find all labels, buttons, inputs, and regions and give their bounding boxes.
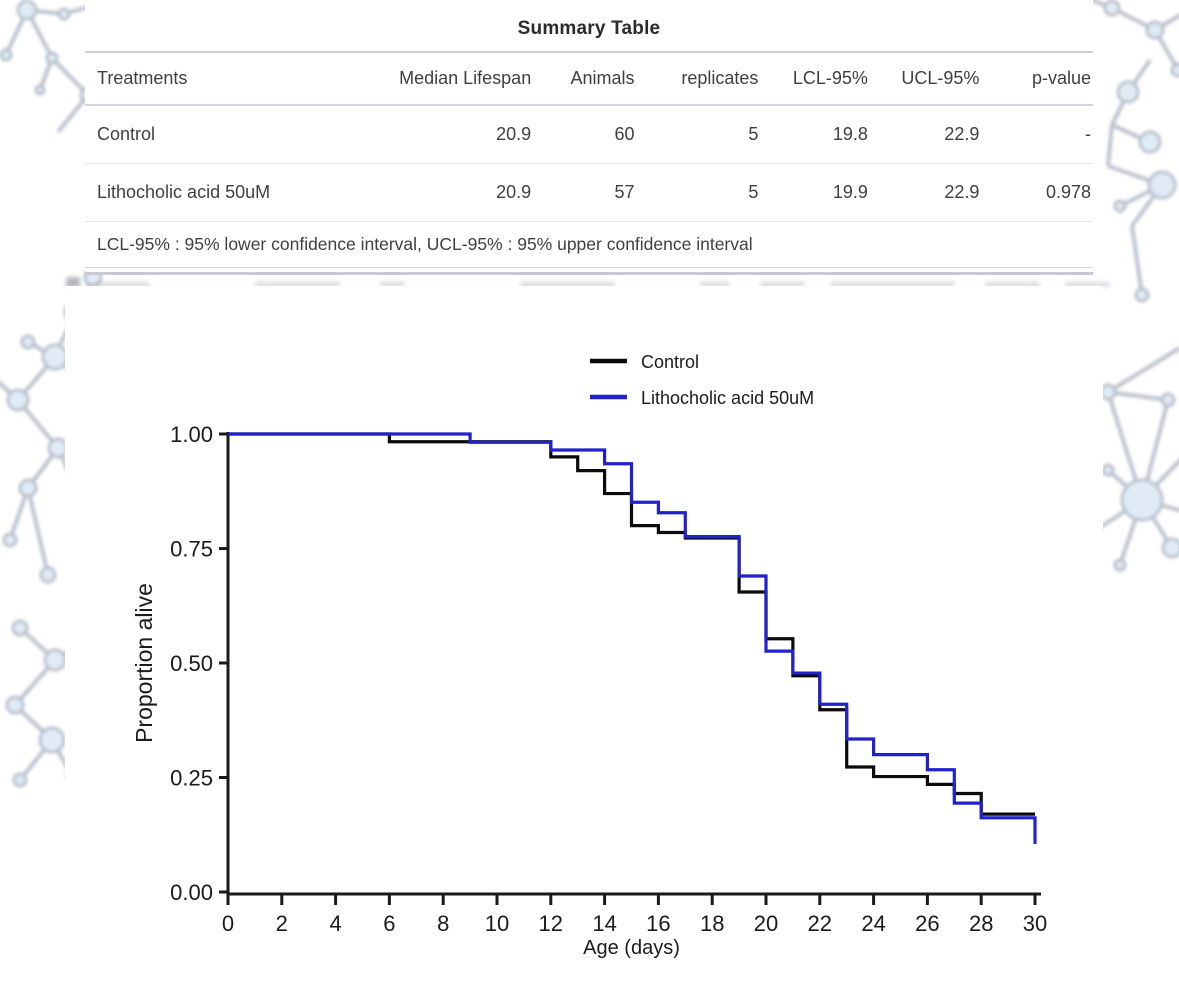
x-tick-label: 4 — [329, 911, 341, 936]
cell-ucl: 22.9 — [869, 105, 982, 164]
x-axis-label: Age (days) — [583, 937, 680, 959]
table-title: Summary Table — [517, 18, 661, 39]
x-tick-label: 28 — [969, 911, 993, 936]
col-header-animals: Animals — [533, 53, 637, 106]
x-tick-label: 16 — [646, 911, 670, 936]
cell-replicates: 5 — [636, 105, 761, 164]
legend-label: Lithocholic acid 50uM — [641, 388, 814, 408]
col-header-pvalue: p-value — [981, 53, 1093, 106]
col-header-median-lifespan: Median Lifespan — [345, 53, 534, 106]
y-tick-label: 0.75 — [170, 537, 213, 562]
col-header-treatments: Treatments — [85, 53, 346, 106]
summary-table-panel: Summary Table Treatments Median Lifespan… — [85, 0, 1093, 275]
y-tick-label: 0.25 — [170, 766, 213, 791]
control-series-line — [228, 432, 1035, 816]
table-footnote-row: LCL-95% : 95% lower confidence interval,… — [85, 221, 1093, 268]
cell-pvalue: - — [981, 105, 1093, 164]
cell-lcl: 19.9 — [760, 163, 870, 222]
lithocholic-series-line — [228, 432, 1037, 844]
y-axis-label: Proportion alive — [131, 583, 157, 743]
table-row: Lithocholic acid 50uM 20.9 57 5 19.9 22.… — [85, 163, 1093, 222]
y-tick-label: 0.50 — [170, 651, 213, 676]
cell-replicates: 5 — [636, 163, 761, 222]
x-tick-label: 14 — [592, 911, 616, 936]
x-tick-label: 18 — [700, 911, 724, 936]
col-header-replicates: replicates — [636, 53, 761, 106]
cell-treatment: Lithocholic acid 50uM — [85, 163, 346, 222]
table-footnote: LCL-95% : 95% lower confidence interval,… — [85, 221, 1093, 268]
x-tick-label: 10 — [485, 911, 509, 936]
table-bottom-rule — [85, 271, 1093, 275]
table-header-row: Treatments Median Lifespan Animals repli… — [85, 53, 1093, 106]
x-tick-label: 6 — [383, 911, 395, 936]
col-header-lcl: LCL-95% — [760, 53, 870, 106]
survival-chart-panel — [65, 286, 1103, 988]
cell-treatment: Control — [85, 105, 346, 164]
table-top-rule — [85, 51, 1093, 53]
cell-ucl: 22.9 — [869, 163, 982, 222]
x-tick-label: 20 — [754, 911, 778, 936]
cell-lcl: 19.8 — [760, 105, 870, 164]
x-tick-label: 30 — [1023, 911, 1047, 936]
cell-pvalue: 0.978 — [981, 163, 1093, 222]
survival-chart: 0.000.250.500.751.000 2 4 6 8 10 12 14 16 18 20 22 2… — [131, 352, 1047, 959]
summary-table: Treatments Median Lifespan Animals repli… — [85, 53, 1093, 268]
x-tick-label: 8 — [437, 911, 449, 936]
x-tick-label: 12 — [539, 911, 563, 936]
network-edges-and-nodes — [0, 0, 1179, 788]
x-tick-label: 26 — [915, 911, 939, 936]
y-tick-label: 1.00 — [170, 422, 213, 447]
cell-median-lifespan: 20.9 — [345, 163, 534, 222]
y-tick-label: 0.00 — [170, 880, 213, 905]
cell-animals: 60 — [533, 105, 637, 164]
col-header-ucl: UCL-95% — [869, 53, 982, 106]
x-tick-label: 2 — [276, 911, 288, 936]
table-row: Control 20.9 60 5 19.8 22.9 - — [85, 105, 1093, 164]
x-tick-label: 24 — [861, 911, 885, 936]
x-tick-label: 22 — [808, 911, 832, 936]
x-tick-label: 0 — [222, 911, 234, 936]
cell-animals: 57 — [533, 163, 637, 222]
legend-label: Control — [641, 352, 699, 372]
cell-median-lifespan: 20.9 — [345, 105, 534, 164]
